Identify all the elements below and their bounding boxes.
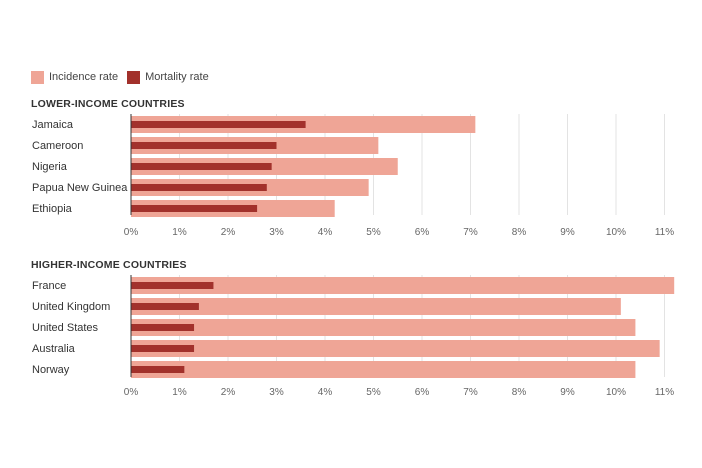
mortality-bar [131,324,195,331]
panel-title: HIGHER-INCOME COUNTRIES [31,259,187,271]
incidence-swatch [31,70,44,84]
incidence-bar [131,298,621,315]
category-label: France [32,280,66,292]
x-tick-label: 7% [463,387,478,398]
x-tick-label: 3% [269,227,284,238]
category-label: Ethiopia [32,203,73,215]
x-tick-label: 9% [560,387,575,398]
mortality-bar [131,163,272,170]
x-tick-label: 9% [560,227,575,238]
x-tick-label: 0% [124,387,139,398]
category-label: United Kingdom [32,301,110,313]
x-tick-label: 6% [415,227,430,238]
legend-incidence-label: Incidence rate [49,71,119,83]
x-tick-label: 11% [655,227,674,238]
category-label: Nigeria [32,161,68,173]
incidence-bar [131,277,675,294]
x-tick-label: 10% [606,227,626,238]
x-tick-label: 1% [172,387,187,398]
legend-item-mortality: Mortality rate [127,70,209,84]
x-tick-label: 2% [221,387,236,398]
chart-legend: Incidence rate Mortality rate [31,70,218,84]
category-label: Jamaica [32,119,74,131]
x-tick-label: 11% [655,387,674,398]
mortality-bar [131,345,195,352]
mortality-bar [131,184,267,191]
mortality-bar [131,121,306,128]
x-tick-label: 10% [606,387,626,398]
x-tick-label: 0% [124,227,139,238]
category-label: Norway [32,364,70,376]
mortality-bar [131,303,199,310]
x-tick-label: 5% [366,387,381,398]
incidence-bar [131,319,636,336]
x-tick-label: 2% [221,227,236,238]
panel-title: LOWER-INCOME COUNTRIES [31,98,185,110]
mortality-bar [131,366,185,373]
x-tick-label: 8% [512,227,527,238]
mortality-bar [131,142,277,149]
x-tick-label: 1% [172,227,187,238]
category-label: Cameroon [32,140,83,152]
x-tick-label: 4% [318,387,333,398]
x-tick-label: 5% [366,227,381,238]
mortality-swatch [127,70,141,84]
mortality-bar [131,205,258,212]
x-tick-label: 8% [512,387,527,398]
x-tick-label: 3% [269,387,284,398]
category-label: Papua New Guinea [32,182,128,194]
x-tick-label: 4% [318,227,333,238]
incidence-bar [131,340,660,357]
incidence-bar [131,361,636,378]
legend-mortality-label: Mortality rate [145,71,209,83]
mortality-bar [131,282,214,289]
category-label: Australia [32,343,76,355]
x-tick-label: 6% [415,387,430,398]
legend-item-incidence: Incidence rate [31,70,118,84]
x-tick-label: 7% [463,227,478,238]
category-label: United States [32,322,99,334]
